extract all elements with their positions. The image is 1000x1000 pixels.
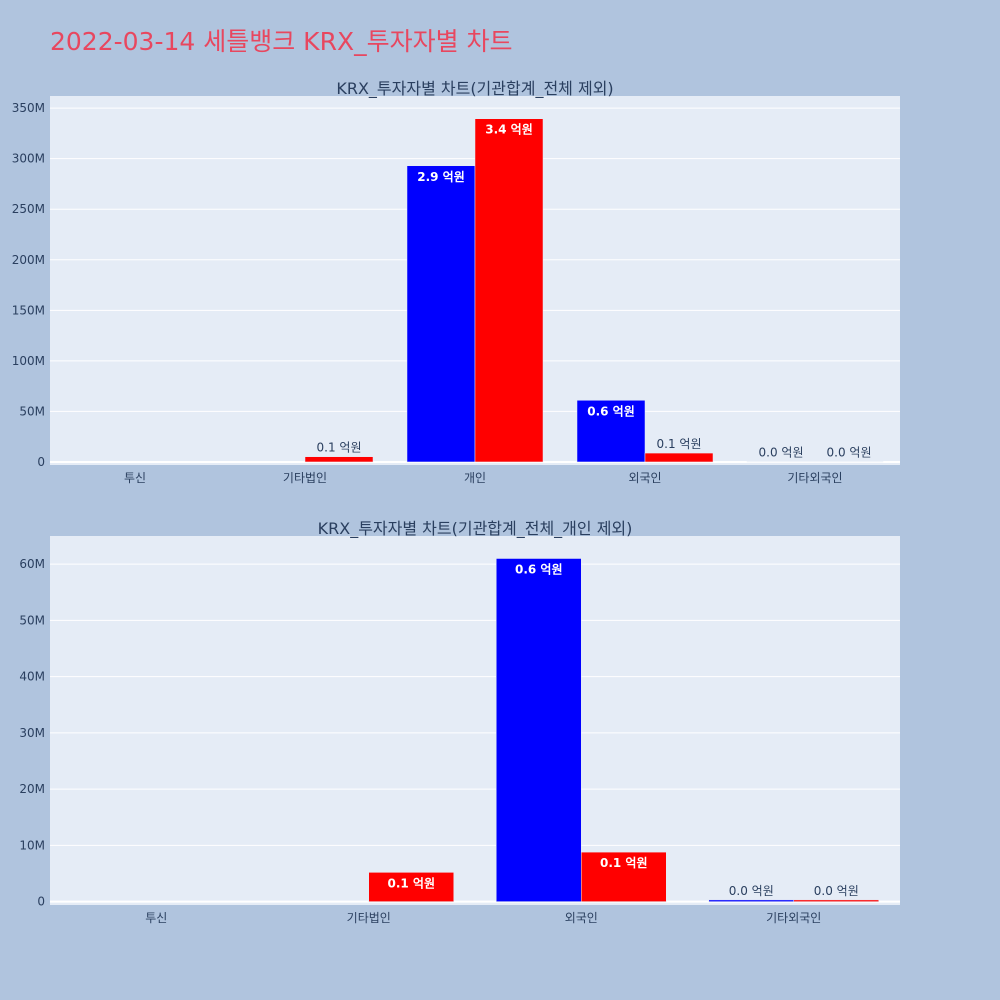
bar <box>406 165 476 463</box>
y-tick-label: 150M <box>12 303 45 317</box>
y-tick-label: 20M <box>19 782 45 796</box>
x-tick-label: 투신 <box>145 911 167 925</box>
data-label: 0.6 억원 <box>587 404 635 418</box>
chart-title: KRX_투자자별 차트(기관합계_전체_개인 제외) <box>318 519 633 539</box>
x-tick-label: 외국인 <box>565 911 598 925</box>
y-tick-label: 350M <box>12 101 45 115</box>
y-tick-label: 300M <box>12 152 45 166</box>
bar <box>708 899 794 902</box>
data-label: 0.0 억원 <box>729 884 774 898</box>
bar <box>474 118 544 463</box>
bar <box>368 872 454 902</box>
x-tick-label: 기타법인 <box>347 911 391 925</box>
data-label: 0.1 억원 <box>387 876 435 890</box>
data-label: 2.9 억원 <box>417 170 465 184</box>
bar <box>576 400 646 463</box>
data-label: 0.1 억원 <box>657 437 702 451</box>
y-tick-label: 200M <box>12 253 45 267</box>
x-tick-label: 외국인 <box>628 471 661 485</box>
data-label: 0.6 억원 <box>515 563 563 577</box>
chart-top: 0 50M 100M 150M 200M 250M 300M 350M KRX_투자자별 차트(… <box>12 79 900 485</box>
y-tick-label: 10M <box>19 838 45 852</box>
plot-area <box>50 536 900 905</box>
y-tick-label: 100M <box>12 354 45 368</box>
x-tick-label: 투신 <box>124 471 146 485</box>
bar <box>304 456 374 463</box>
bar <box>644 452 714 463</box>
x-tick-label: 개인 <box>464 471 486 485</box>
data-label: 0.1 억원 <box>317 441 362 455</box>
x-tick-label: 기타외국인 <box>787 471 842 485</box>
data-label: 0.0 억원 <box>814 884 859 898</box>
data-label: 0.0 억원 <box>759 446 804 460</box>
y-tick-label: 250M <box>12 202 45 216</box>
bar <box>496 558 582 902</box>
y-tick-label: 40M <box>19 670 45 684</box>
x-tick-label: 기타외국인 <box>766 911 821 925</box>
y-tick-label: 0 <box>37 895 45 909</box>
bar <box>581 851 667 902</box>
page-title: 2022-03-14 세틀뱅크 KRX_투자자별 차트 <box>50 27 513 56</box>
y-tick-label: 50M <box>19 613 45 627</box>
chart-bottom: 0 10M 20M 30M 40M 50M 60M KRX_투자자별 차트(기관합계_전체_개… <box>19 519 900 925</box>
data-label: 0.1 억원 <box>600 856 648 870</box>
y-tick-label: 60M <box>19 557 45 571</box>
y-tick-label: 30M <box>19 726 45 740</box>
bar <box>793 899 879 902</box>
data-label: 0.0 억원 <box>827 446 872 460</box>
y-tick-label: 0 <box>37 455 45 469</box>
chart-title: KRX_투자자별 차트(기관합계_전체 제외) <box>336 79 613 99</box>
y-tick-label: 50M <box>19 404 45 418</box>
x-tick-label: 기타법인 <box>283 471 327 485</box>
data-label: 3.4 억원 <box>485 123 533 137</box>
